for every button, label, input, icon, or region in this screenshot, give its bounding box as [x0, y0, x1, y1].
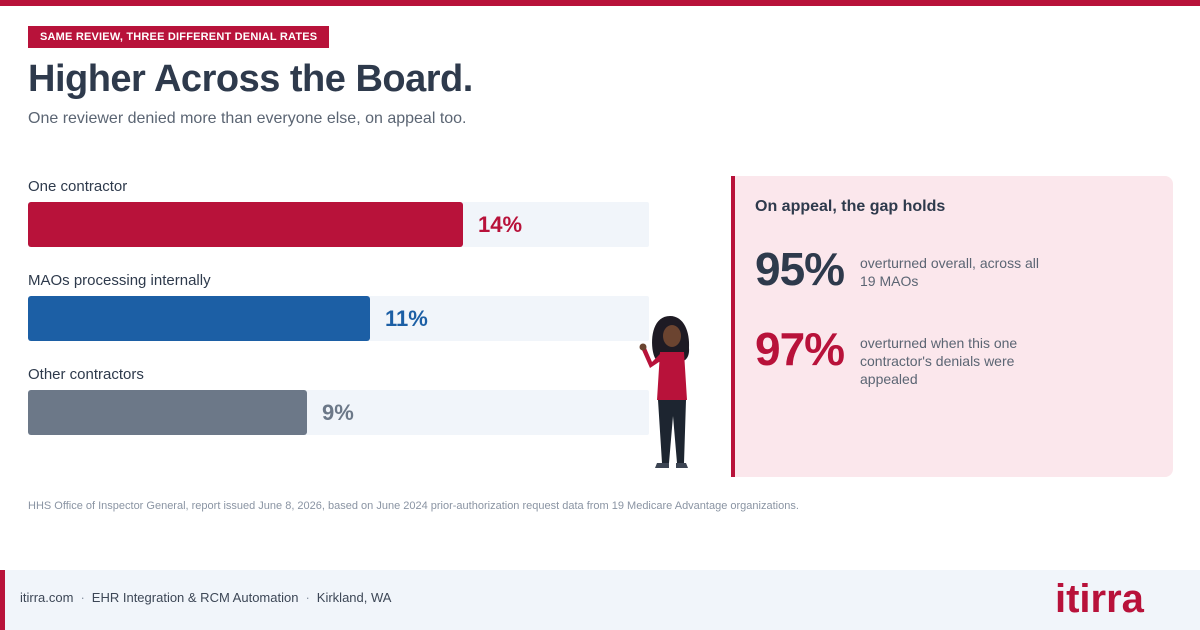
bar-label-one-contractor: One contractor	[28, 178, 128, 195]
footer-text: itirra.com · EHR Integration & RCM Automat…	[20, 570, 391, 626]
bar-one-contractor	[28, 202, 463, 247]
bar-track-maos-internal: 11%	[28, 296, 649, 341]
bar-value-one-contractor: 14%	[478, 212, 523, 237]
footer-site-link[interactable]: itirra.com	[20, 590, 74, 605]
stat-contractor-value: 97%	[755, 323, 845, 375]
footer-accent-bar	[0, 570, 5, 630]
itirra-logo[interactable]: itirra	[1055, 576, 1180, 622]
footer: itirra.com · EHR Integration & RCM Automat…	[0, 570, 1200, 630]
logo-wordmark: itirra	[1055, 577, 1145, 621]
page-title: Higher Across the Board.	[28, 58, 473, 100]
presenter-face	[663, 325, 681, 347]
bar-label-maos-internal: MAOs processing internally	[28, 272, 211, 289]
stat-overall-value: 95%	[755, 243, 845, 295]
appeal-panel: On appeal, the gap holds 95% overturned …	[731, 176, 1173, 477]
presenter-shoes	[655, 463, 688, 468]
presenter-illustration	[639, 316, 690, 468]
bar-value-maos-internal: 11%	[385, 306, 428, 331]
presenter-torso	[657, 352, 687, 400]
footer-separator: ·	[305, 590, 310, 605]
top-accent-bar	[0, 0, 1200, 6]
footer-tagline: EHR Integration & RCM Automation	[91, 590, 299, 605]
presenter-arm	[642, 348, 662, 368]
bar-other-contractors	[28, 390, 307, 435]
bar-track-one-contractor: 14%	[28, 202, 649, 247]
bar-track-other-contractors: 9%	[28, 390, 649, 435]
bar-maos-internal	[28, 296, 370, 341]
kicker-badge: SAME REVIEW, THREE DIFFERENT DENIAL RATE…	[28, 26, 330, 48]
footer-separator: ·	[80, 590, 85, 605]
presenter-hand	[639, 343, 647, 351]
stat-contractor-description: overturned when this one contractor's de…	[860, 335, 1018, 387]
bar-label-other-contractors: Other contractors	[28, 366, 144, 383]
bar-value-other-contractors: 9%	[322, 400, 354, 425]
footer-location: Kirkland, WA	[316, 590, 392, 605]
stat-overall-description: overturned overall, across all 19 MAOs	[860, 255, 1039, 289]
source-note: HHS Office of Inspector General, report …	[28, 500, 799, 512]
panel-title: On appeal, the gap holds	[755, 198, 946, 215]
presenter-legs	[658, 400, 686, 463]
page-subtitle: One reviewer denied more than everyone e…	[28, 110, 467, 127]
